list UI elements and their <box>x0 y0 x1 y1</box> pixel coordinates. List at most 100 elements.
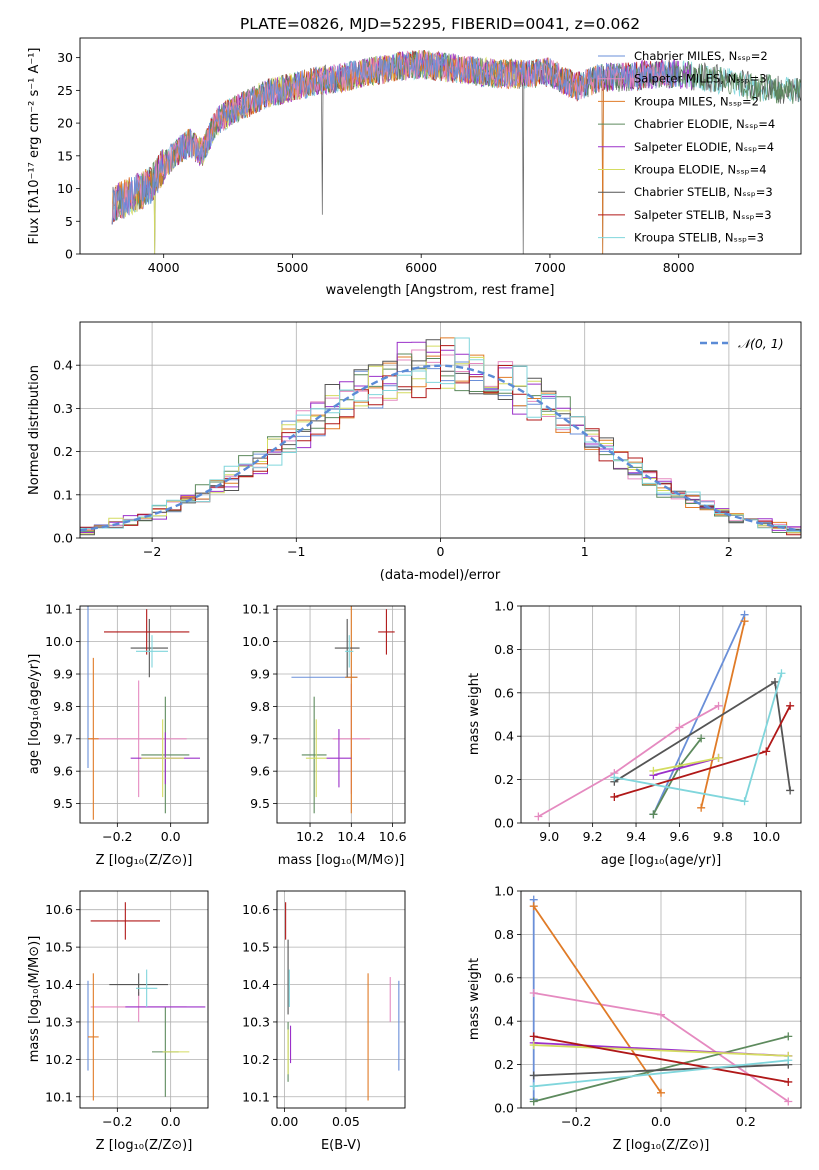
y-tick-label: 0.3 <box>53 401 73 416</box>
axes-frame <box>276 605 406 824</box>
plot-area <box>80 337 801 538</box>
weight-marker <box>784 1056 793 1065</box>
chart-weight-vs-Z: −0.2 0.0 0.2 0.0 0.2 0.4 0.6 0.8 1.0 Z [log₁₀(Z/Z… <box>467 884 802 1153</box>
weight-marker <box>697 734 706 743</box>
plot-area <box>111 49 801 254</box>
legend-entry: Chabrier ELODIE, Nₛₛₚ=4 <box>634 117 775 131</box>
x-axis-label: (data-model)/error <box>380 568 501 583</box>
y-tick-label: 0.2 <box>494 772 514 787</box>
weight-marker <box>740 617 749 626</box>
weight-series-5 <box>529 1041 793 1060</box>
legend-entry: Chabrier MILES, Nₛₛₚ=2 <box>634 49 768 63</box>
errorbar-point-7 <box>378 609 395 655</box>
plot-area <box>285 902 400 1101</box>
x-tick-label: 9.2 <box>583 829 603 844</box>
y-tick-label: 10.6 <box>242 902 270 917</box>
weight-series-3 <box>649 734 706 819</box>
errorbar-point-7 <box>104 609 190 655</box>
x-axis-label: wavelength [Angstrom, rest frame] <box>326 283 555 298</box>
y-tick-label: 10.1 <box>45 602 73 617</box>
errorbar-point-1 <box>90 680 187 798</box>
chart-residuals: −2 −1 0 1 2 0.0 0.1 0.2 0.3 0.4 (data-model)/error… <box>27 321 802 583</box>
y-tick-label: 10.1 <box>242 602 270 617</box>
plot-area <box>291 606 395 814</box>
weight-line <box>537 705 719 818</box>
x-tick-label: 10.4 <box>337 829 365 844</box>
x-tick-label: −0.2 <box>561 1114 591 1129</box>
x-tick-label: 8000 <box>663 260 695 275</box>
y-tick-label: 10.0 <box>45 634 73 649</box>
weight-line <box>653 757 719 772</box>
y-tick-label: 0.2 <box>53 444 73 459</box>
spectrum-series-0 <box>111 51 679 225</box>
y-tick-label: 10.5 <box>242 940 270 955</box>
x-tick-label: 0.05 <box>332 1114 360 1129</box>
x-tick-label: 9.0 <box>539 829 559 844</box>
legend-entry: Kroupa MILES, Nₛₛₚ=2 <box>634 94 759 108</box>
errorbar-point-6 <box>334 618 360 678</box>
y-tick-label: 9.7 <box>250 731 270 746</box>
weight-series-0 <box>529 895 538 1104</box>
errorbar-point-6 <box>109 973 168 996</box>
weight-marker <box>697 803 706 812</box>
weight-line <box>533 1035 789 1083</box>
weight-marker <box>649 766 658 775</box>
weight-marker <box>762 747 771 756</box>
weight-line <box>652 614 746 815</box>
x-tick-label: 4000 <box>148 260 180 275</box>
weight-marker <box>657 1010 665 1019</box>
weight-marker <box>675 723 684 732</box>
weight-marker <box>529 1032 538 1041</box>
y-tick-label: 10.2 <box>242 1052 270 1067</box>
weight-marker <box>784 1097 793 1106</box>
weight-series-7 <box>610 701 795 801</box>
y-tick-label: 5 <box>65 214 73 229</box>
y-tick-label: 10.2 <box>45 1052 73 1067</box>
weight-line <box>532 905 662 1094</box>
y-tick-label: 10.4 <box>242 977 270 992</box>
weight-marker <box>714 701 723 710</box>
x-tick-label: 0.0 <box>161 829 181 844</box>
x-axis-label: Z [log₁₀(Z/Z⊙)] <box>96 853 193 868</box>
weight-series-6 <box>610 677 795 795</box>
y-axis-label: Flux [fλ10⁻¹⁷ erg cm⁻² s⁻¹ A⁻¹] <box>27 48 42 245</box>
axes-frame <box>79 605 209 824</box>
y-tick-label: 0 <box>65 247 73 262</box>
chart-weight-vs-age: 9.0 9.2 9.4 9.6 9.8 10.0 0.0 0.2 0.4 0.6 0.8 1.0 age… <box>467 599 802 868</box>
y-tick-label: 10.3 <box>242 1014 270 1029</box>
x-tick-label: 0.00 <box>270 1114 298 1129</box>
x-tick-label: 5000 <box>277 260 309 275</box>
y-tick-label: 9.6 <box>250 764 270 779</box>
x-tick-label: 9.6 <box>670 829 690 844</box>
weight-marker <box>714 753 723 762</box>
errorbar-point-8 <box>136 635 168 668</box>
weight-series-6 <box>529 1060 793 1080</box>
plot-area <box>534 610 795 821</box>
x-tick-label: −0.2 <box>102 1114 132 1129</box>
y-tick-label: 9.6 <box>53 764 73 779</box>
y-tick-label: 30 <box>57 50 73 65</box>
y-tick-label: 20 <box>57 116 73 131</box>
weight-marker <box>529 1071 538 1080</box>
errorbar-point-2 <box>88 973 99 1101</box>
weight-marker <box>529 988 538 997</box>
weight-marker <box>740 797 749 806</box>
weight-marker <box>529 1041 538 1050</box>
y-tick-label: 0.4 <box>494 1014 514 1029</box>
weight-marker <box>784 1032 793 1041</box>
y-tick-label: 10.1 <box>242 1089 270 1104</box>
axes-frame <box>520 605 802 824</box>
weight-marker <box>777 669 786 678</box>
x-tick-label: 9.8 <box>713 829 733 844</box>
y-tick-label: 9.8 <box>250 699 270 714</box>
legend-entry: Salpeter MILES, Nₛₛₚ=3 <box>634 72 767 86</box>
x-tick-label: 10.2 <box>296 829 324 844</box>
weight-line <box>533 1063 789 1077</box>
weight-series-8 <box>610 669 786 806</box>
x-tick-label: 6000 <box>405 260 437 275</box>
chart-title: PLATE=0826, MJD=52295, FIBERID=0041, z=0… <box>240 15 640 33</box>
errorbar-point-3 <box>301 696 327 814</box>
x-axis-label: Z [log₁₀(Z/Z⊙)] <box>96 1138 193 1153</box>
legend-entry: Chabrier STELIB, Nₛₛₚ=3 <box>634 185 773 199</box>
